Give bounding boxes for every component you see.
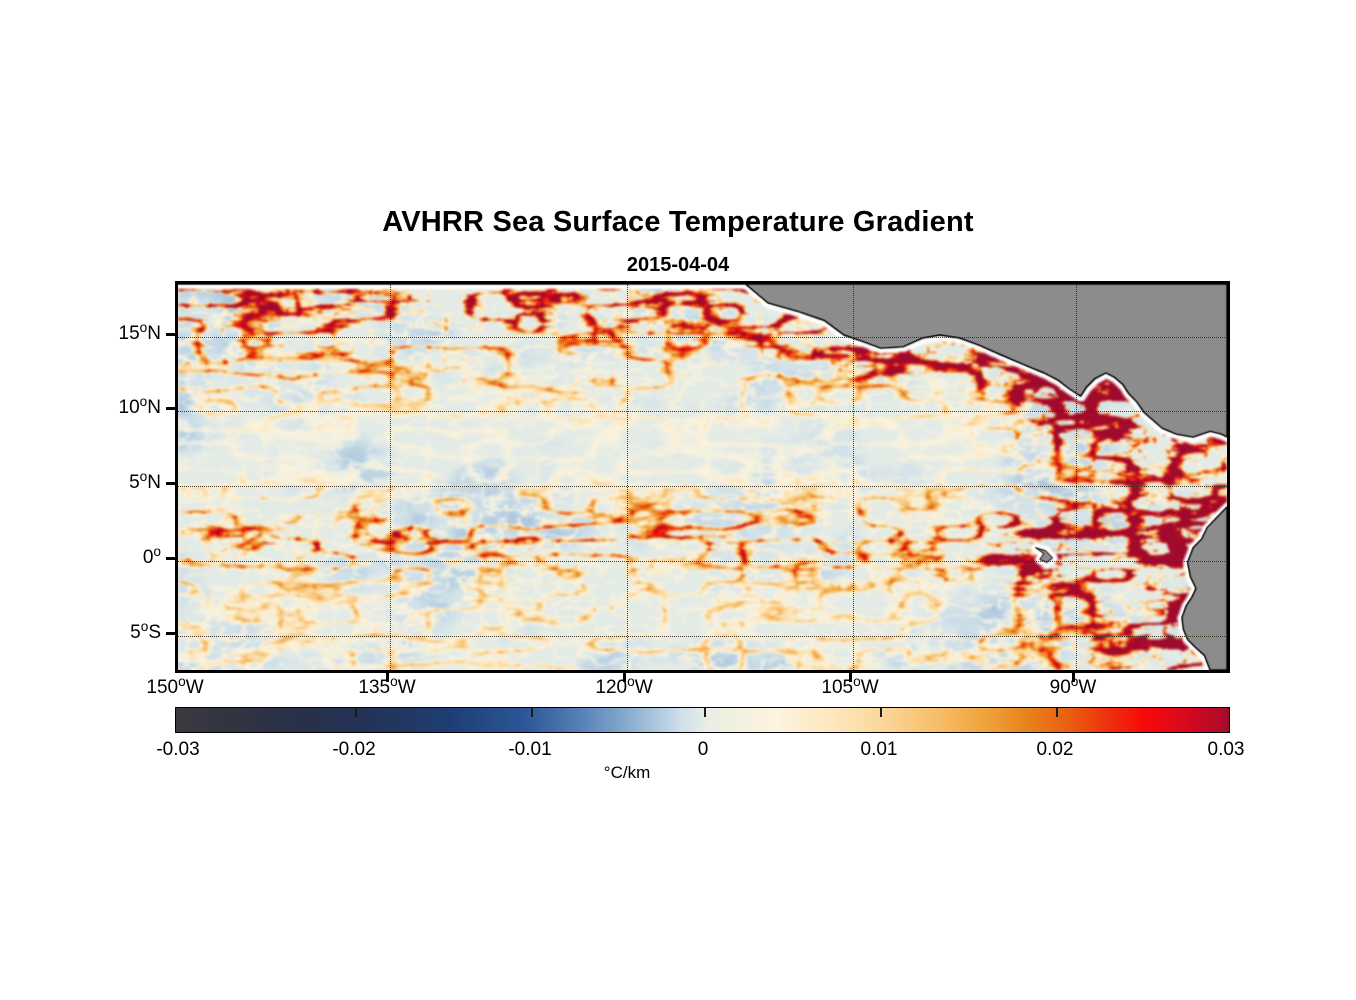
y-tick-mark-0	[166, 333, 175, 336]
colorbar-tick-label-0: -0.03	[156, 739, 200, 760]
map-plot-area	[175, 281, 1230, 673]
colorbar-tick-label-4: 0.01	[860, 739, 898, 760]
colorbar-tick-1	[355, 708, 357, 717]
y-tick-label-4: 5oS	[130, 618, 161, 643]
y-tick-mark-2	[166, 482, 175, 485]
x-tick-label-4: 90oW	[1049, 673, 1097, 698]
colorbar-tick-2	[531, 708, 533, 717]
colorbar-tick-3	[704, 708, 706, 717]
colorbar-tick-5	[1056, 708, 1058, 717]
x-tick-label-2: 120oW	[595, 673, 653, 698]
x-tick-label-3: 105oW	[821, 673, 879, 698]
colorbar-tick-label-6: 0.03	[1207, 739, 1245, 760]
y-tick-label-2: 5oN	[129, 468, 161, 493]
colorbar-tick-4	[880, 708, 882, 717]
colorbar-tick-label-2: -0.01	[508, 739, 552, 760]
x-tick-label-1: 135oW	[358, 673, 416, 698]
y-tick-label-0: 15oN	[118, 319, 161, 344]
figure-subtitle-date: 2015-04-04	[626, 254, 730, 276]
colorbar-tick-label-5: 0.02	[1036, 739, 1074, 760]
y-tick-mark-3	[166, 557, 175, 560]
colorbar-tick-label-3: 0	[697, 739, 709, 760]
x-tick-mark-2	[623, 673, 626, 682]
colorbar	[175, 707, 1230, 733]
x-tick-label-0: 150oW	[146, 673, 204, 698]
y-tick-mark-4	[166, 632, 175, 635]
x-tick-mark-3	[849, 673, 852, 682]
y-tick-label-3: 0o	[142, 543, 161, 568]
y-tick-label-1: 10oN	[118, 393, 161, 418]
colorbar-unit-label: °C/km	[0, 763, 1356, 783]
x-tick-mark-1	[386, 673, 389, 682]
colorbar-gradient	[176, 708, 1229, 732]
figure-title: AVHRR Sea Surface Temperature Gradient	[382, 206, 974, 238]
sst-gradient-heatmap	[178, 284, 1227, 670]
colorbar-unit-text: °C/km	[603, 763, 651, 782]
x-tick-mark-4	[1072, 673, 1075, 682]
y-tick-mark-1	[166, 407, 175, 410]
colorbar-tick-label-1: -0.02	[332, 739, 376, 760]
